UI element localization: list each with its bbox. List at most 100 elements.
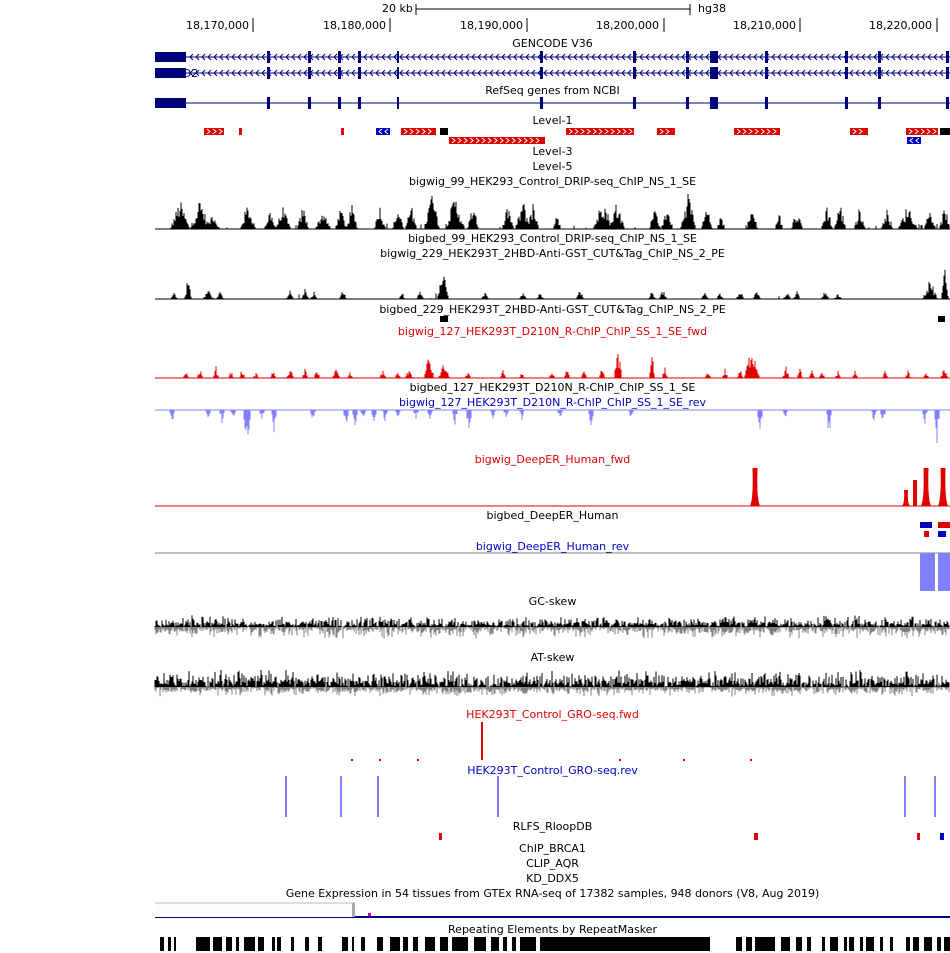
exon — [358, 51, 361, 63]
exon — [878, 51, 881, 63]
feature-arrow — [487, 137, 492, 144]
track-label-rchip-fwd[interactable]: bigwig_127_HEK293T_D210N_R-ChIP_ChIP_SS_… — [397, 325, 708, 338]
strand-arrow — [579, 69, 584, 77]
track-label-gtex[interactable]: Gene Expression in 54 tissues from GTEx … — [285, 887, 820, 900]
track-label-repeatmasker[interactable]: Repeating Elements by RepeatMasker — [448, 923, 657, 936]
exon — [710, 67, 718, 79]
repeat-element — [196, 937, 210, 951]
level1-feature — [566, 128, 634, 135]
repeat-element — [174, 937, 176, 951]
level1-feature — [239, 128, 242, 135]
strand-arrow — [915, 53, 920, 61]
deeper-bigbed-feature — [920, 522, 932, 528]
track-label-rchip-rev[interactable]: bigwig_127_HEK293T_D210N_R-ChIP_ChIP_SS_… — [398, 396, 707, 409]
strand-arrow — [531, 53, 536, 61]
track-label-gro-rev[interactable]: HEK293T_Control_GRO-seq.rev — [467, 764, 638, 777]
strand-arrow — [771, 69, 776, 77]
strand-arrow — [333, 53, 338, 61]
feature-arrow — [766, 128, 771, 135]
bottom-tracks[interactable] — [155, 902, 950, 951]
ruler-tick-label: 18,180,000 — [323, 19, 386, 32]
strand-arrow — [759, 53, 764, 61]
strand-arrow — [921, 69, 926, 77]
strand-arrow — [615, 69, 620, 77]
strand-arrow — [327, 69, 332, 77]
track-label-level3[interactable]: Level-3 — [532, 145, 573, 158]
track-label-deeper-rev[interactable]: bigwig_DeepER_Human_rev — [475, 540, 630, 553]
strand-arrow — [597, 53, 602, 61]
track-label-clip-aqr[interactable]: CLIP_AQR — [526, 857, 579, 870]
exon — [845, 67, 848, 79]
repeat-element — [844, 937, 847, 951]
strand-arrow — [429, 69, 434, 77]
track-label-gc-skew[interactable]: GC-skew — [528, 595, 577, 608]
track-label-deeper-fwd[interactable]: bigwig_DeepER_Human_fwd — [474, 453, 631, 466]
track-label-gro-fwd[interactable]: HEK293T_Control_GRO-seq.fwd — [466, 708, 639, 721]
track-label-drip-bigbed[interactable]: bigbed_99_HEK293_Control_DRIP-seq_ChIP_N… — [408, 232, 697, 245]
strand-arrow — [501, 69, 506, 77]
assembly-label: hg38 — [698, 2, 726, 15]
track-label-chip-brca1[interactable]: ChIP_BRCA1 — [519, 842, 586, 855]
track-label-cuttag-bigbed[interactable]: bigbed_229_HEK293T_2HBD-Anti-GST_CUT&Tag… — [379, 303, 726, 316]
strand-arrow — [489, 69, 494, 77]
track-label-refseq[interactable]: RefSeq genes from NCBI — [485, 84, 620, 97]
feature-arrow — [378, 128, 383, 135]
rlfs-feature — [439, 833, 442, 840]
track-label-at-skew[interactable]: AT-skew — [530, 651, 575, 664]
strand-arrow — [465, 69, 470, 77]
exon — [946, 67, 949, 79]
track-label-deeper-bigbed[interactable]: bigbed_DeepER_Human — [486, 509, 619, 522]
track-label-kd-ddx5[interactable]: KD_DDX5 — [526, 872, 579, 885]
gene-name-bend2[interactable]: BEND2 — [160, 67, 199, 80]
repeat-element — [880, 937, 883, 951]
feature-arrow — [748, 128, 753, 135]
feature-arrow — [517, 137, 522, 144]
level1-feature — [850, 128, 868, 135]
strand-arrow — [435, 53, 440, 61]
feature-arrow — [493, 137, 498, 144]
exon — [540, 97, 543, 109]
feature-arrow — [427, 128, 432, 135]
feature-arrow — [760, 128, 765, 135]
track-label-level5[interactable]: Level-5 — [532, 160, 573, 173]
repeat-element — [540, 937, 710, 951]
strand-arrow — [567, 69, 572, 77]
track-label-drip-bigwig[interactable]: bigwig_99_HEK293_Control_DRIP-seq_ChIP_N… — [408, 175, 697, 188]
repeat-element — [796, 937, 802, 951]
exon — [267, 67, 270, 79]
gene-tracks[interactable] — [155, 51, 950, 109]
gro-fwd-dot — [619, 759, 621, 761]
strand-arrow — [609, 69, 614, 77]
strand-arrow — [891, 53, 896, 61]
strand-arrow — [255, 53, 260, 61]
feature-arrow — [535, 137, 540, 144]
track-label-rchip-bigbed[interactable]: bigbed_127_HEK293T_D210N_R-ChIP_ChIP_SS_… — [409, 381, 696, 394]
level1-features[interactable] — [204, 128, 950, 144]
signal-tracks[interactable] — [154, 193, 950, 840]
track-label-gencode[interactable]: GENCODE V36 — [512, 37, 593, 50]
strand-arrow — [753, 53, 758, 61]
feature-arrow — [511, 137, 516, 144]
repeat-element — [413, 937, 418, 951]
strand-arrow — [345, 69, 350, 77]
track-label-level1[interactable]: Level-1 — [532, 114, 573, 127]
strand-arrow — [627, 69, 632, 77]
track-label-cuttag-bigwig[interactable]: bigwig_229_HEK293T_2HBD-Anti-GST_CUT&Tag… — [380, 247, 725, 260]
strand-arrow — [453, 53, 458, 61]
track-label-rlfs[interactable]: RLFS_RloopDB — [512, 820, 593, 833]
exon — [686, 67, 689, 79]
ruler-tick-label: 18,190,000 — [460, 19, 523, 32]
strand-arrow — [543, 69, 548, 77]
strand-arrow — [855, 69, 860, 77]
strand-arrow — [705, 69, 710, 77]
strand-arrow — [861, 69, 866, 77]
strand-arrow — [789, 53, 794, 61]
strand-arrow — [279, 53, 284, 61]
strand-arrow — [237, 53, 242, 61]
feature-arrow — [586, 128, 591, 135]
gtex-bar — [155, 903, 355, 917]
ruler-tick-label: 18,170,000 — [186, 19, 249, 32]
strand-arrow — [675, 53, 680, 61]
